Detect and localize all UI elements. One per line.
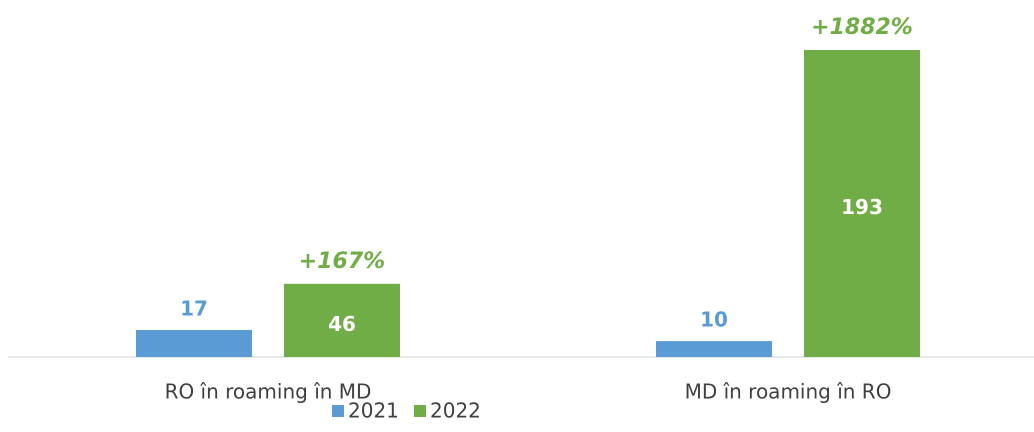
data-label: 10: [700, 308, 728, 332]
data-label: 17: [180, 296, 208, 320]
x-tick-label: MD în roaming în RO: [685, 380, 892, 404]
annotation: +167%: [299, 249, 385, 274]
bar: [804, 50, 920, 357]
data-label: 46: [328, 312, 356, 336]
annotation: +1882%: [811, 15, 913, 40]
bar: [136, 329, 252, 357]
bar: [656, 341, 772, 357]
x-tick-label: RO în roaming în MD: [165, 380, 372, 404]
legend-label: 2021: [348, 399, 399, 423]
legend-label: 2022: [430, 399, 481, 423]
data-label: 193: [841, 195, 883, 219]
bar: [284, 283, 400, 357]
legend-swatch: [414, 405, 426, 417]
legend-swatch: [332, 405, 344, 417]
